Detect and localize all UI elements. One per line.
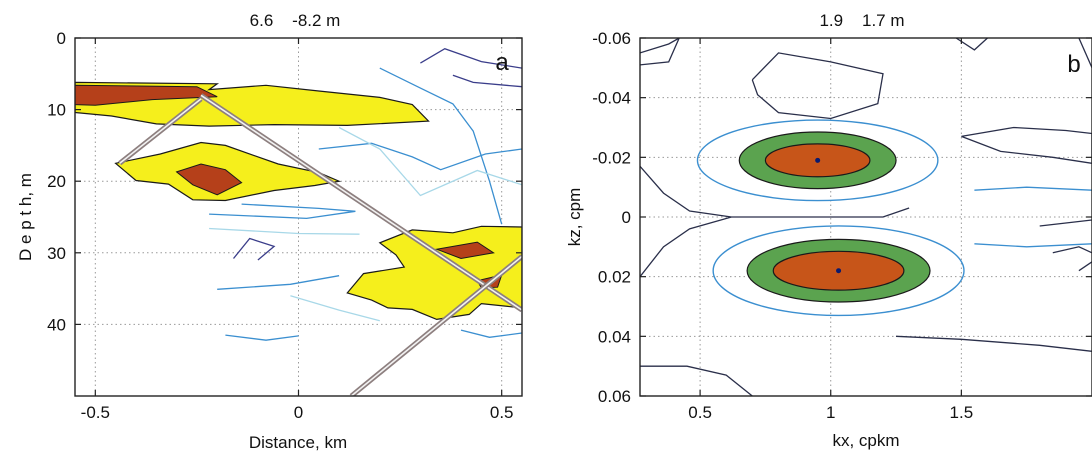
panel-a-y-axis-label: D e p t h, m bbox=[16, 173, 35, 261]
panel-a: -0.5 0 0.5 0 10 20 30 40 6.6 -8.2 m a Distance,… bbox=[16, 11, 523, 452]
panel-a-filled-region-high bbox=[75, 84, 218, 106]
panel-a-filled-region-high bbox=[434, 241, 495, 260]
panel-b-letter: b bbox=[1067, 51, 1080, 78]
panel-a-x-tick-label: 0.5 bbox=[490, 403, 514, 422]
panel-a-contour-line bbox=[338, 126, 522, 197]
panel-a-contour-line bbox=[209, 227, 360, 235]
panel-a-letter: a bbox=[495, 49, 509, 76]
panel-a-filled-region-high bbox=[175, 163, 243, 196]
panel-b-peak-point bbox=[836, 268, 842, 274]
panel-b-x-tick-label: 1 bbox=[826, 403, 835, 422]
panel-b: 0.5 1 1.5 -0.06 -0.04 -0.02 0 0.02 0.04 0.06 1.9 … bbox=[565, 11, 1092, 450]
panel-a-clip-group bbox=[75, 38, 522, 396]
panel-b-clip-group bbox=[640, 38, 1092, 396]
panel-b-x-tick-label: 0.5 bbox=[688, 403, 712, 422]
panel-b-x-tick-label: 1.5 bbox=[950, 403, 974, 422]
panel-b-contour-line bbox=[1052, 246, 1092, 254]
panel-a-contour-line bbox=[460, 329, 522, 338]
panel-b-contour-line bbox=[1078, 38, 1092, 69]
panel-a-x-tick-label: 0 bbox=[294, 403, 303, 422]
panel-b-contour-line bbox=[751, 52, 884, 120]
panel-a-contour-line bbox=[420, 47, 522, 69]
panel-b-contour-line bbox=[640, 38, 680, 66]
panel-b-y-tick-label: 0 bbox=[622, 208, 631, 227]
panel-a-contour-line bbox=[232, 237, 276, 261]
panel-b-y-tick-label: 0.06 bbox=[598, 387, 631, 406]
panel-a-track-line-center bbox=[200, 94, 522, 311]
panel-b-y-tick-label: -0.04 bbox=[592, 89, 631, 108]
panel-b-peak-point bbox=[815, 157, 821, 163]
panel-b-y-axis-label: kz, cpm bbox=[565, 188, 584, 247]
panel-b-y-tick-label: 0.02 bbox=[598, 268, 631, 287]
panel-b-blue-contour bbox=[696, 119, 939, 202]
panel-b-contour-line bbox=[895, 335, 1092, 352]
panel-b-contour-line bbox=[961, 126, 1092, 164]
panel-b-contour-line bbox=[974, 243, 1092, 248]
panel-a-plot-area bbox=[75, 38, 522, 396]
panel-a-y-tick-label: 10 bbox=[47, 101, 66, 120]
panel-b-contour-line bbox=[640, 38, 680, 54]
panel-b-axes: 0.5 1 1.5 -0.06 -0.04 -0.02 0 0.02 0.04 0.06 bbox=[592, 29, 1092, 422]
panel-b-y-tick-label: -0.02 bbox=[592, 148, 631, 167]
panel-b-contour-line bbox=[640, 165, 910, 278]
panel-a-x-tick-label: -0.5 bbox=[81, 403, 110, 422]
panel-a-y-tick-label: 0 bbox=[57, 29, 66, 48]
panel-a-y-tick-label: 20 bbox=[47, 172, 66, 191]
panel-a-track-line-center bbox=[119, 98, 202, 164]
panel-b-y-tick-label: -0.06 bbox=[592, 29, 631, 48]
panel-b-blue-contour bbox=[712, 225, 965, 317]
panel-a-contour-line bbox=[379, 67, 503, 225]
panel-a-track-line-center bbox=[350, 255, 522, 396]
panel-a-contour-line bbox=[318, 142, 522, 171]
panel-a-y-tick-label: 40 bbox=[47, 315, 66, 334]
panel-a-title: 6.6 -8.2 m bbox=[250, 11, 341, 30]
panel-b-plot-area bbox=[640, 38, 1092, 396]
panel-b-contour-line bbox=[1039, 219, 1092, 227]
panel-a-axes: -0.5 0 0.5 0 10 20 30 40 bbox=[47, 29, 523, 422]
panel-b-title: 1.9 1.7 m bbox=[819, 11, 904, 30]
panel-a-contour-line bbox=[290, 295, 380, 322]
panel-b-contour-line bbox=[1078, 261, 1092, 272]
panel-b-y-tick-label: 0.04 bbox=[598, 327, 631, 346]
panel-a-y-tick-label: 30 bbox=[47, 244, 66, 263]
panel-a-x-axis-label: Distance, km bbox=[249, 433, 347, 452]
panel-b-contour-line bbox=[640, 365, 753, 396]
panel-a-contour-line bbox=[209, 203, 356, 220]
panel-b-x-axis-label: kx, cpkm bbox=[832, 431, 899, 450]
panel-a-contour-line bbox=[217, 275, 340, 290]
panel-a-contour-line bbox=[452, 74, 522, 88]
panel-a-contour-line bbox=[225, 334, 299, 341]
panel-b-contour-line bbox=[955, 38, 988, 51]
panel-b-contour-line bbox=[974, 186, 1092, 191]
